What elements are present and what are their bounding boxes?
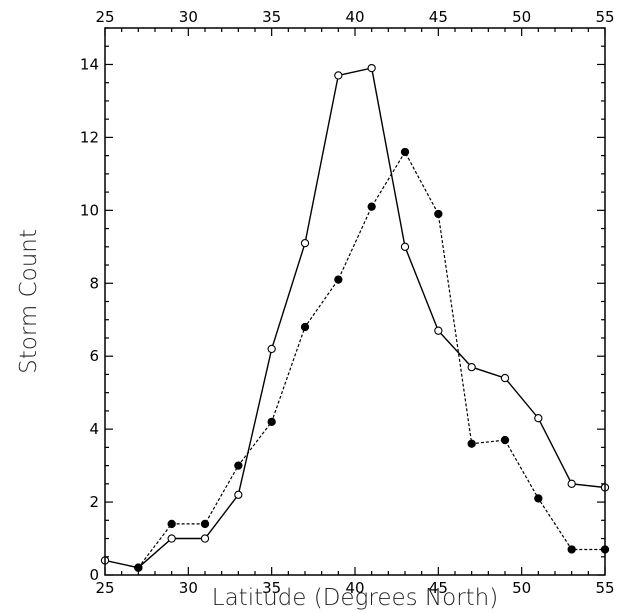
series-2-point — [234, 461, 243, 470]
series-2-point — [300, 322, 310, 332]
plot-frame — [104, 27, 606, 576]
series-2-point — [267, 417, 276, 426]
x-tick-label-bottom: 30 — [179, 579, 198, 597]
y-tick-label: 8 — [89, 274, 99, 292]
series-2-line — [137, 150, 605, 569]
series-1-point — [334, 71, 343, 80]
series-2-point — [200, 519, 210, 529]
x-tick-label-top: 55 — [595, 8, 614, 26]
series-2-point — [434, 209, 443, 219]
y-tick-label: 0 — [89, 566, 99, 584]
series-2-point — [534, 494, 543, 503]
y-tick-label: 4 — [89, 420, 99, 438]
x-tick-label-bottom: 35 — [262, 579, 281, 597]
y-tick-label: 2 — [89, 493, 99, 511]
x-tick-label-top: 35 — [262, 8, 281, 26]
y-tick-label: 10 — [80, 201, 99, 219]
series-1-point — [434, 326, 443, 335]
series-2-point — [567, 545, 576, 554]
tick-labels-layer: 25 25 30 30 35 35 40 40 45 45 50 50 55 55 0 2 4 6 8 10 12 14 — [80, 8, 615, 597]
series-1-point — [467, 362, 476, 372]
y-tick-label: 12 — [80, 128, 99, 146]
series-2-point — [134, 563, 143, 572]
series-1-point — [300, 239, 310, 248]
x-tick-label-bottom: 40 — [345, 579, 364, 597]
series-1-point — [167, 534, 176, 543]
x-axis-title: Latitude (Degrees North) — [212, 585, 498, 611]
series-2-point — [500, 435, 510, 445]
x-tick-label-bottom: 25 — [95, 579, 114, 597]
series-2-point — [467, 439, 476, 448]
series-2-point — [367, 202, 376, 211]
series-1-point — [234, 490, 243, 499]
y-tick-label: 14 — [80, 55, 99, 73]
series-2-point — [400, 147, 410, 157]
series-2-point — [167, 519, 176, 529]
series-1-point — [500, 373, 510, 383]
series-layer — [100, 63, 610, 572]
ticks-layer — [104, 27, 606, 576]
x-tick-label-top: 25 — [95, 8, 114, 26]
x-tick-label-bottom: 55 — [595, 579, 614, 597]
x-tick-label-top: 40 — [345, 8, 364, 26]
x-tick-label-bottom: 45 — [429, 579, 448, 597]
series-1-point — [400, 242, 410, 251]
x-tick-label-bottom: 50 — [512, 579, 531, 597]
series-1-line — [104, 67, 606, 569]
series-1-point — [200, 534, 210, 543]
series-2-point — [334, 275, 343, 284]
series-1-point — [534, 414, 543, 423]
y-axis-title: Storm Count — [16, 229, 42, 374]
x-tick-label-top: 45 — [429, 8, 448, 26]
series-1-point — [367, 63, 376, 73]
x-tick-label-top: 30 — [179, 8, 198, 26]
series-1-point — [267, 344, 276, 354]
series-1-point — [567, 479, 576, 488]
x-tick-label-top: 50 — [512, 8, 531, 26]
y-tick-label: 6 — [89, 347, 99, 365]
